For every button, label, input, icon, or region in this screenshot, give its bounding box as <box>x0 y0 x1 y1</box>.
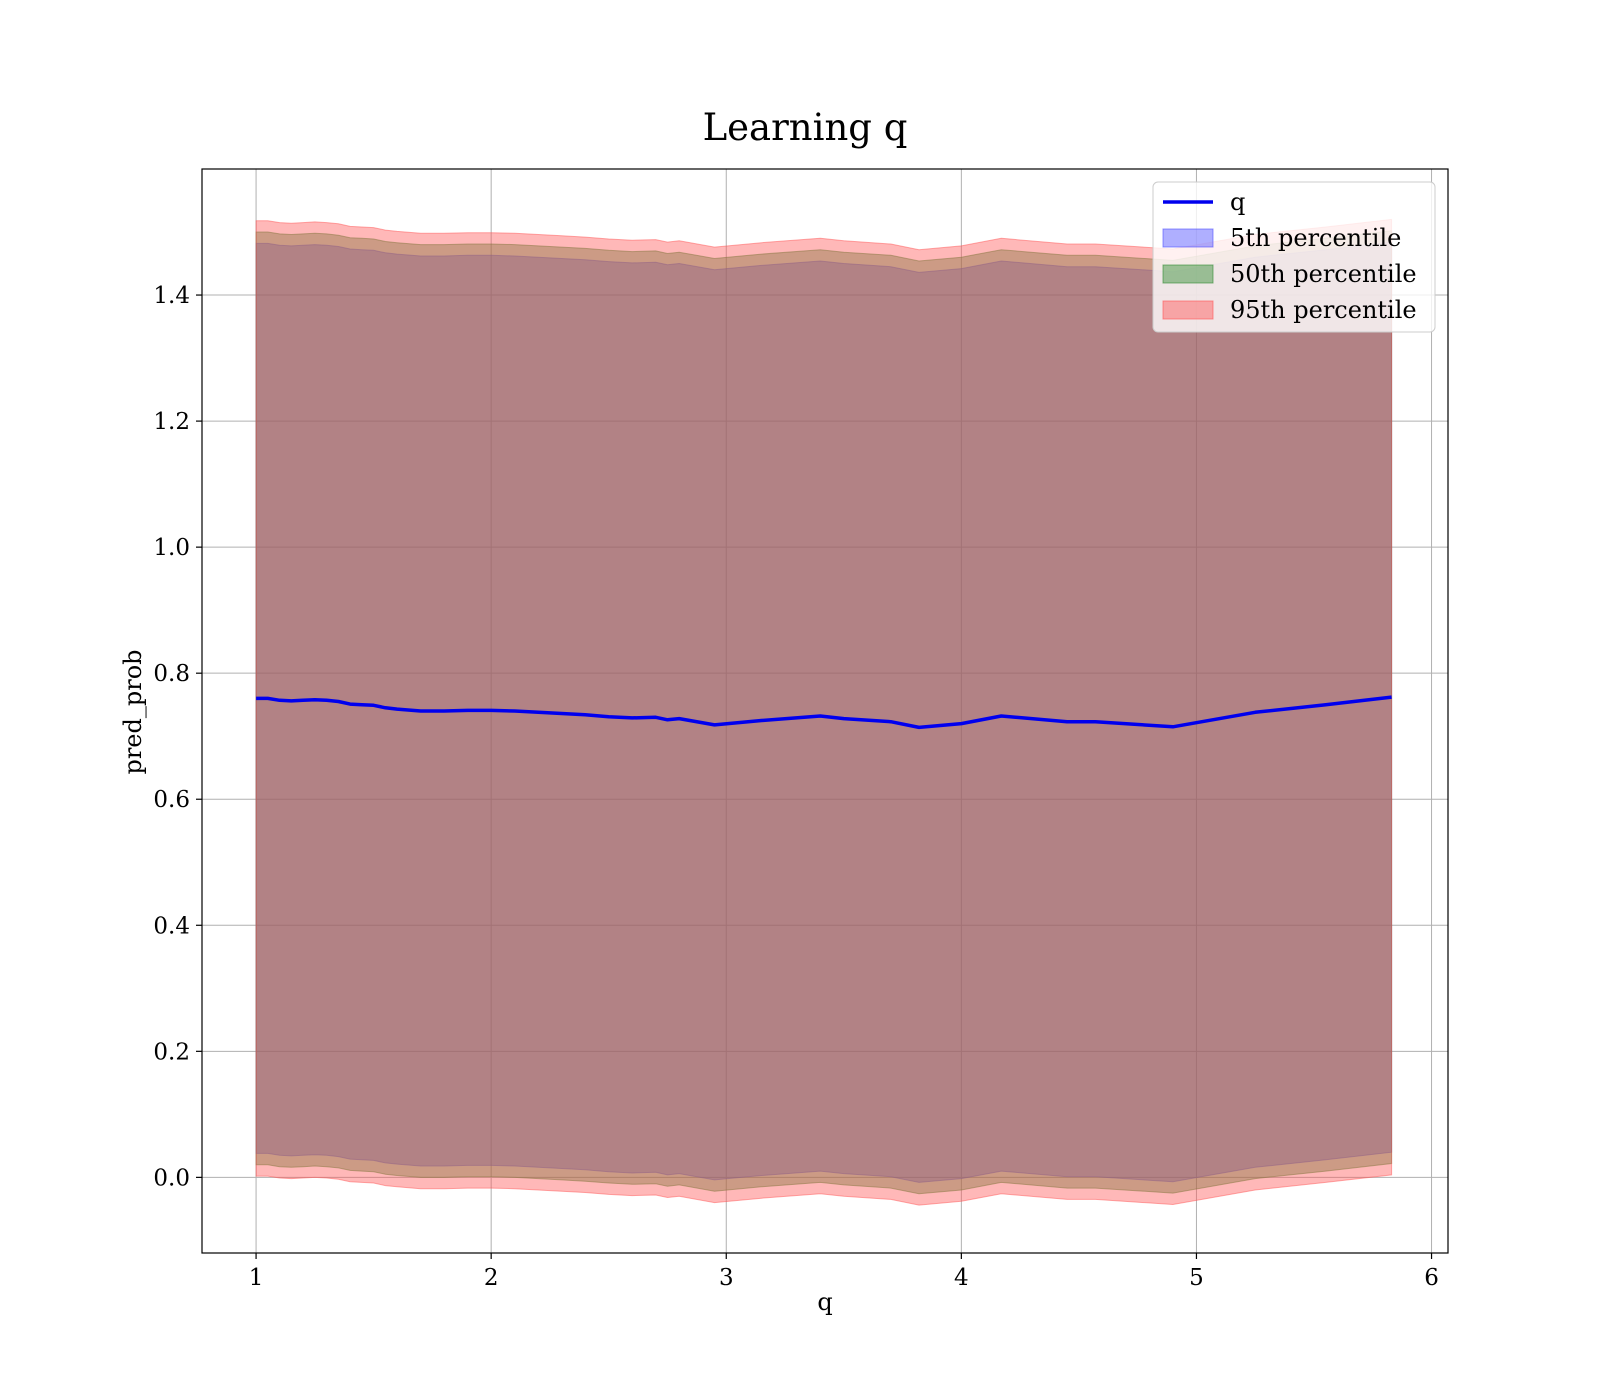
plot-frame <box>201 168 1449 1254</box>
legend: q 5th percentile 50th percentile 95th perce… <box>1152 181 1436 333</box>
y-tick-label: 0.4 <box>153 913 190 939</box>
y-tick-label: 1.0 <box>153 535 190 561</box>
x-tick-label: 3 <box>719 1265 734 1291</box>
x-axis-label: q <box>817 1288 832 1316</box>
x-tick-label: 5 <box>1189 1265 1204 1291</box>
legend-label: q <box>1230 188 1245 216</box>
band-95th-percentile <box>255 218 1393 1206</box>
legend-swatch-patch <box>1162 300 1214 320</box>
legend-label: 50th percentile <box>1230 260 1417 288</box>
y-axis-ticks: 0.0 0.2 0.4 0.6 0.8 1.0 1.2 1.4 <box>153 283 202 1191</box>
series-line-q <box>256 695 1392 730</box>
legend-swatch-patch <box>1162 228 1214 248</box>
x-tick-label: 4 <box>954 1265 969 1291</box>
percentile-bands <box>255 218 1393 1206</box>
x-tick-label: 2 <box>484 1265 499 1291</box>
x-axis-ticks: 1 2 3 4 5 6 <box>249 1253 1439 1291</box>
y-tick-label: 0.2 <box>153 1039 190 1065</box>
x-tick-label: 1 <box>249 1265 264 1291</box>
y-tick-label: 1.2 <box>153 409 190 435</box>
legend-swatch-patch <box>1162 264 1214 284</box>
y-axis-label: pred_prob <box>119 649 147 774</box>
y-tick-label: 0.6 <box>153 787 190 813</box>
y-tick-label: 0.0 <box>153 1165 190 1191</box>
y-tick-label: 0.8 <box>153 661 190 687</box>
chart-title: Learning q <box>703 106 908 149</box>
legend-label: 5th percentile <box>1230 224 1401 252</box>
series-lines <box>256 695 1392 730</box>
legend-label: 95th percentile <box>1230 296 1417 324</box>
y-tick-label: 1.4 <box>153 283 190 309</box>
x-tick-label: 6 <box>1424 1265 1439 1291</box>
legend-box <box>1152 181 1436 333</box>
